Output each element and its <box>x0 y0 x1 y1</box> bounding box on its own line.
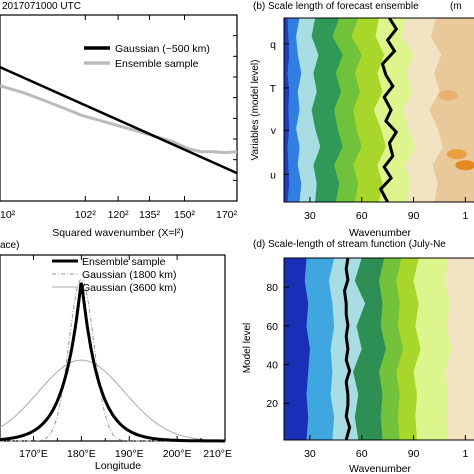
panel-b-title: (b) Scale length of forecast ensemble <box>253 1 419 12</box>
ytick-label: q <box>270 39 276 51</box>
panel-d-ylabel: Model level <box>242 323 253 374</box>
panel-a-xtick-label: 102² <box>75 209 97 221</box>
color-band <box>284 18 290 202</box>
panel-c-xtick-label: 210°E <box>203 448 232 460</box>
panel-d-scale-line <box>342 258 352 440</box>
panel-d-plot-area <box>284 258 474 440</box>
panel-a-title: 2017071000 UTC <box>2 1 81 12</box>
ytick-label: v <box>271 125 277 137</box>
ytick-label: u <box>270 169 276 181</box>
panel-a-xtick-label: 10² <box>0 209 16 221</box>
panel-c-xtick-label: 190°E <box>115 448 144 460</box>
panel-a-xlabel: Squared wavenumber (X=l²) <box>52 227 184 239</box>
panel-c-xtick-label: 200°E <box>163 448 192 460</box>
panel-c-frame <box>0 254 226 442</box>
panel-a-xtick-label: 150² <box>174 209 196 221</box>
hotspot <box>446 149 467 160</box>
panel-c-title: ace) <box>0 240 19 251</box>
xtick-label: 60 <box>356 448 368 460</box>
legend-label-ensemble-sample: Ensemble sample <box>115 58 199 70</box>
panel-a-legend: Gaussian (~500 km) Ensemble sample <box>84 43 210 70</box>
ytick-label: T <box>270 83 277 95</box>
hotspot <box>455 160 474 171</box>
ytick-label: 80 <box>266 282 278 294</box>
panel-c-plot: 170°E 180°E 190°E 200°E 210°E <box>0 254 232 460</box>
panel-b-frame <box>283 17 474 203</box>
xtick-label: 1 <box>462 210 468 222</box>
panel-b-plot-area <box>284 18 474 202</box>
panel-b-color-bands <box>284 18 474 202</box>
panel-b-xlabel: Wavenumber <box>349 227 412 239</box>
legend-label-gaussian-500: Gaussian (~500 km) <box>115 43 210 55</box>
ytick-label: 60 <box>266 321 278 333</box>
panel-c-series-group <box>0 278 225 443</box>
panel-a-xtick-label: 135² <box>139 209 161 221</box>
color-band <box>284 258 310 440</box>
panel-b-title-tail: (m <box>450 1 462 12</box>
panel-d-xlabel: Wavenumber <box>349 463 412 474</box>
xtick-label: 1 <box>462 448 468 460</box>
panel-c-legend: Ensemble sample Gaussian (1800 km) Gauss… <box>52 256 177 294</box>
panel-a: 2017071000 UTC 10² 102² 120² 135² 150² 170² G… <box>0 1 238 239</box>
panel-c-ticks: 170°E 180°E 190°E 200°E 210°E <box>9 255 232 460</box>
panel-b-hotspots <box>438 90 474 171</box>
hotspot <box>438 90 459 101</box>
panel-d-title: (d) Scale-length of stream function (Jul… <box>253 239 446 250</box>
xtick-label: 60 <box>356 210 368 222</box>
xtick-label: 30 <box>304 210 316 222</box>
legend-label-gaussian-1800: Gaussian (1800 km) <box>82 269 177 281</box>
panel-b-ticks: 30 60 90 1 q Tv u <box>270 39 469 222</box>
panel-c-xtick-label: 170°E <box>19 448 48 460</box>
panel-a-xtick-label: 120² <box>108 209 130 221</box>
panel-c-xtick-label: 180°E <box>67 448 96 460</box>
panel-b-scale-line <box>378 18 399 202</box>
panel-b-ylabel: Variables (model level) <box>250 60 261 161</box>
series-line-thick <box>0 282 225 443</box>
panel-b: (b) Scale length of forecast ensemble (m… <box>250 1 474 239</box>
ytick-label: 20 <box>266 398 278 410</box>
panel-a-ticks: 10² 102² 120² 135² 150² 170² <box>0 15 238 221</box>
series-line-thin <box>0 359 225 442</box>
panel-a-xtick-label: 170² <box>216 209 238 221</box>
panel-a-series-group <box>0 65 238 175</box>
panel-c: ace) 170°E 180°E 190°E 200°E 210°E Ensemble … <box>0 240 232 472</box>
series-gaussian-500-line <box>0 65 238 175</box>
ytick-label: 40 <box>266 359 278 371</box>
panel-c-xlabel: Longitude <box>95 460 141 472</box>
panel-d: (d) Scale-length of stream function (Jul… <box>242 239 474 474</box>
legend-label-gaussian-3600: Gaussian (3600 km) <box>82 282 177 294</box>
panel-d-color-bands <box>284 258 474 440</box>
xtick-label: 30 <box>304 448 316 460</box>
panel-d-frame <box>283 257 474 441</box>
panel-a-plot: 10² 102² 120² 135² 150² 170² <box>0 14 238 221</box>
xtick-label: 90 <box>408 210 420 222</box>
legend-label-ensemble-sample-c: Ensemble sample <box>82 256 166 268</box>
xtick-label: 90 <box>408 448 420 460</box>
